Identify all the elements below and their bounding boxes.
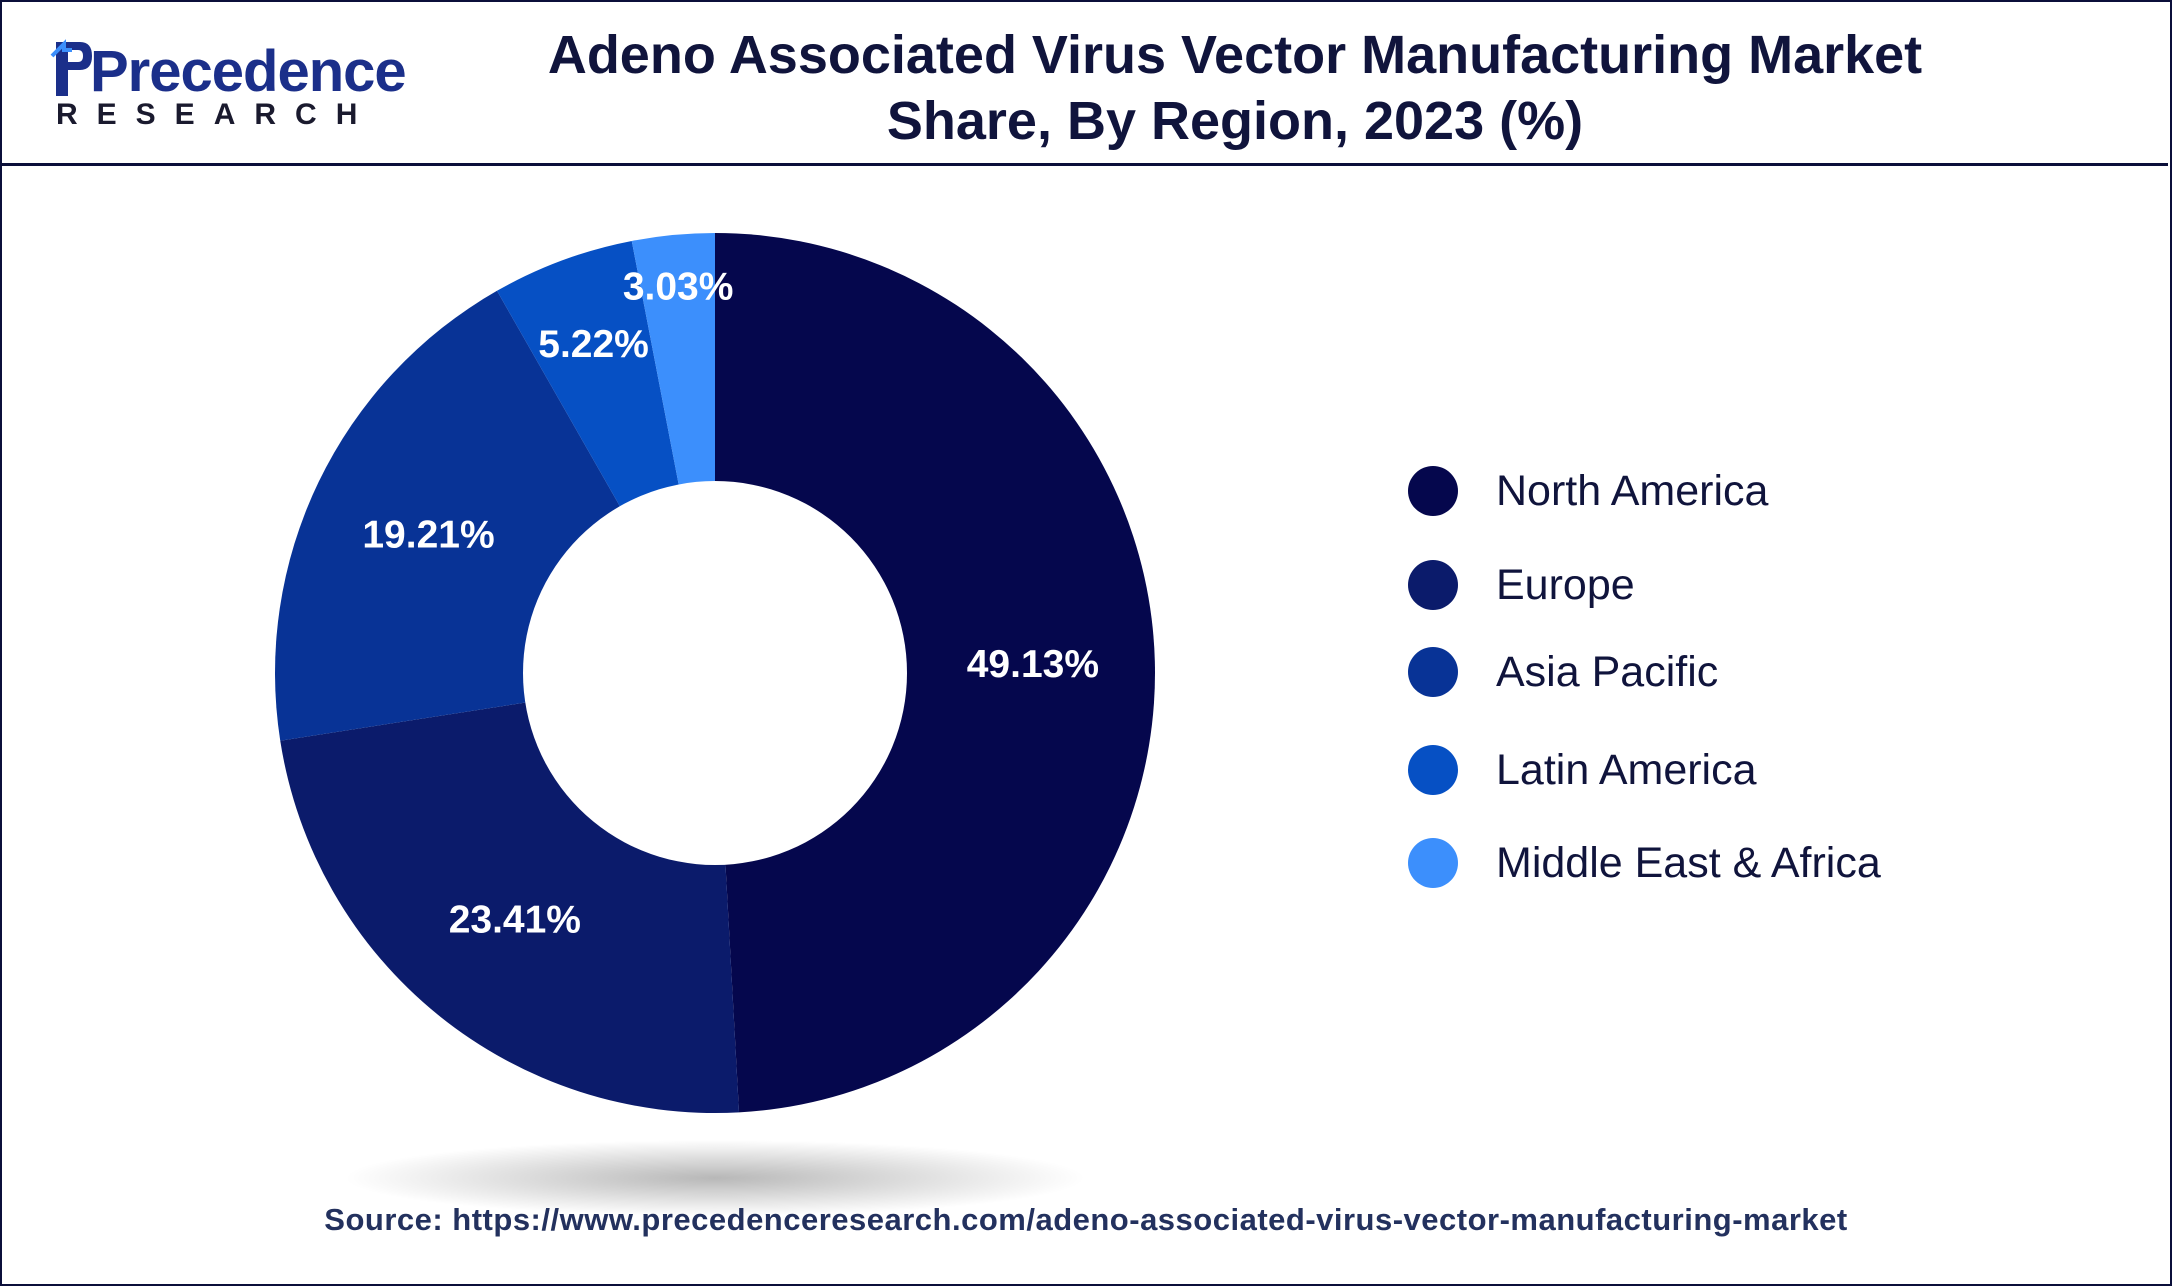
precedence-logo: Precedence RESEARCH — [50, 36, 407, 136]
legend-label: North America — [1496, 467, 1769, 515]
slice-labels: 49.13% 23.41% 19.21% 5.22% 3.03% — [362, 265, 1099, 941]
chart-title-line-2: Share, By Region, 2023 (%) — [886, 91, 1584, 151]
legend-swatch-icon — [1408, 647, 1458, 697]
slice-label-asia-pacific: 19.21% — [362, 513, 494, 556]
slice-label-latin-america: 5.22% — [538, 323, 649, 366]
logo-mark-icon — [50, 39, 92, 96]
donut-hole — [523, 481, 907, 865]
logo-wordmark: Precedence — [90, 39, 407, 104]
slice-label-north-america: 49.13% — [967, 643, 1099, 686]
legend-label: Middle East & Africa — [1496, 839, 1881, 887]
chart-title-line-1: Adeno Associated Virus Vector Manufactur… — [547, 25, 1923, 85]
legend-item-latin-america: Latin America — [1408, 739, 2008, 799]
logo-subtext: RESEARCH — [56, 98, 377, 131]
donut-shadow — [345, 1140, 1085, 1216]
legend-item-north-america: North America — [1408, 460, 2008, 520]
legend-label: Europe — [1496, 561, 1635, 609]
legend-item-asia-pacific: Asia Pacific — [1408, 641, 2008, 701]
legend-label: Asia Pacific — [1496, 648, 1719, 696]
legend-swatch-icon — [1408, 466, 1458, 516]
legend-item-europe: Europe — [1408, 554, 2008, 614]
source-note: Source: https://www.precedenceresearch.c… — [324, 1202, 1848, 1237]
legend-label: Latin America — [1496, 746, 1757, 794]
legend-swatch-icon — [1408, 838, 1458, 888]
slice-label-europe: 23.41% — [449, 899, 581, 942]
legend-swatch-icon — [1408, 745, 1458, 795]
slice-label-middle-east-africa: 3.03% — [623, 265, 734, 308]
header: Precedence RESEARCH Adeno Associated Vir… — [0, 0, 2168, 166]
slice-north-america — [715, 233, 1155, 1113]
chart-title: Adeno Associated Virus Vector Manufactur… — [470, 22, 2000, 154]
legend-item-middle-east-africa: Middle East & Africa — [1408, 832, 2008, 892]
legend-swatch-icon — [1408, 560, 1458, 610]
